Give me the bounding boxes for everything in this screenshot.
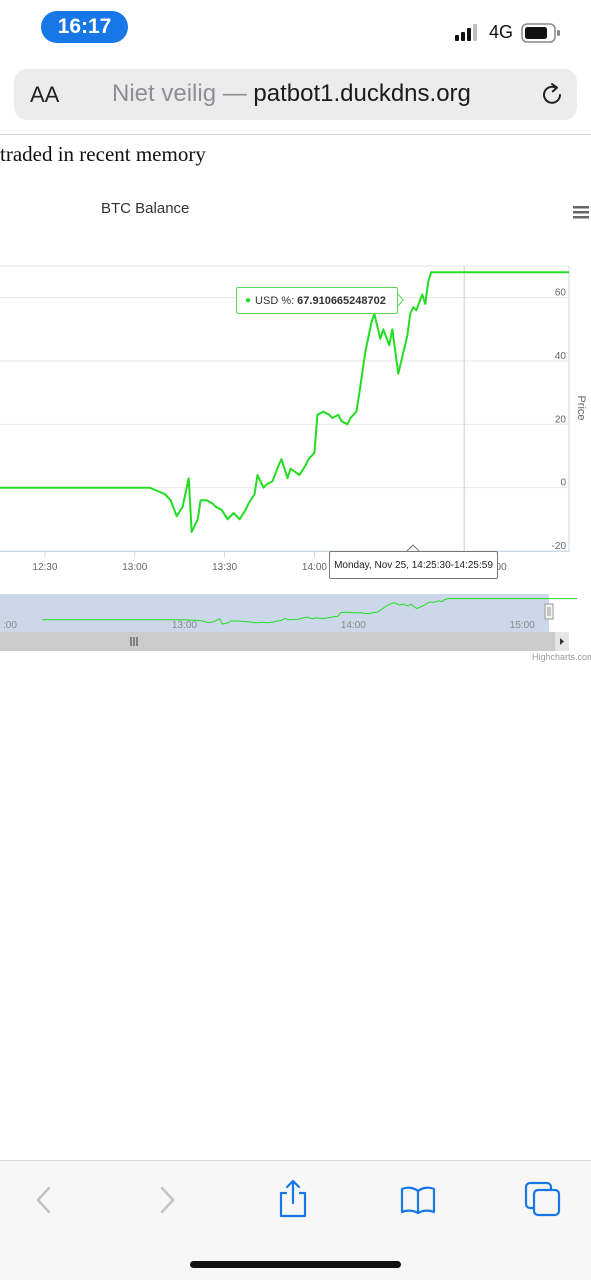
divider xyxy=(0,134,591,135)
navigator-tick-label: 15:00 xyxy=(510,620,535,631)
x-tick-label: 12:30 xyxy=(32,562,57,573)
chart-credits[interactable]: Highcharts.com xyxy=(532,652,591,662)
page-heading-fragment: traded in recent memory xyxy=(0,142,206,167)
tabs-icon[interactable] xyxy=(524,1181,562,1217)
x-tick-label: 13:30 xyxy=(212,562,237,573)
navigator-mask xyxy=(0,594,549,632)
x-tick-label: 14:00 xyxy=(302,562,327,573)
chart[interactable]: -20 0 20 40 60 12:30 13:00 13:30 14:00 15:00 Pri… xyxy=(0,190,591,660)
y-axis-label: Price xyxy=(575,395,587,420)
navigator-handle[interactable] xyxy=(545,604,553,619)
chart-tooltip: ● USD %: 67.910665248702 xyxy=(236,287,398,314)
tooltip-value: 67.910665248702 xyxy=(297,295,386,307)
x-tick-label: 13:00 xyxy=(122,562,147,573)
y-tick-label: -20 xyxy=(552,541,567,552)
crosshair-time-label: Monday, Nov 25, 14:25:30-14:25:59 xyxy=(329,551,498,579)
y-tick-label: 20 xyxy=(555,414,567,425)
y-tick-label: 60 xyxy=(555,288,567,299)
tooltip-series-dot-icon: ● xyxy=(245,295,251,306)
scrollbar-thumb[interactable] xyxy=(0,632,555,651)
bookmarks-icon[interactable] xyxy=(400,1185,436,1215)
y-axis-ticks: -20 0 20 40 60 xyxy=(552,288,567,552)
navigator-tick-label: 13:00 xyxy=(172,620,197,631)
share-icon[interactable] xyxy=(277,1179,309,1219)
forward-icon[interactable] xyxy=(155,1185,179,1215)
navigator-tick-label: :00 xyxy=(3,620,17,631)
status-time: 16:17 xyxy=(41,11,128,43)
text-size-button[interactable]: AA xyxy=(30,82,59,108)
tooltip-series-label: USD %: xyxy=(255,295,294,307)
signal-bars-icon xyxy=(455,24,483,42)
tooltip-pointer xyxy=(398,294,403,306)
url-domain: patbot1.duckdns.org xyxy=(253,80,471,107)
insecure-label: Niet veilig — xyxy=(112,80,247,107)
back-icon[interactable] xyxy=(32,1185,56,1215)
home-indicator xyxy=(190,1261,401,1268)
network-label: 4G xyxy=(489,22,513,43)
chart-menu-icon[interactable] xyxy=(573,206,589,219)
url-display[interactable]: Niet veilig — patbot1.duckdns.org xyxy=(112,80,471,108)
y-tick-label: 0 xyxy=(560,478,566,489)
battery-icon xyxy=(521,23,561,43)
reload-icon[interactable] xyxy=(539,82,565,108)
navigator-tick-label: 14:00 xyxy=(341,620,366,631)
y-tick-label: 40 xyxy=(555,351,567,362)
